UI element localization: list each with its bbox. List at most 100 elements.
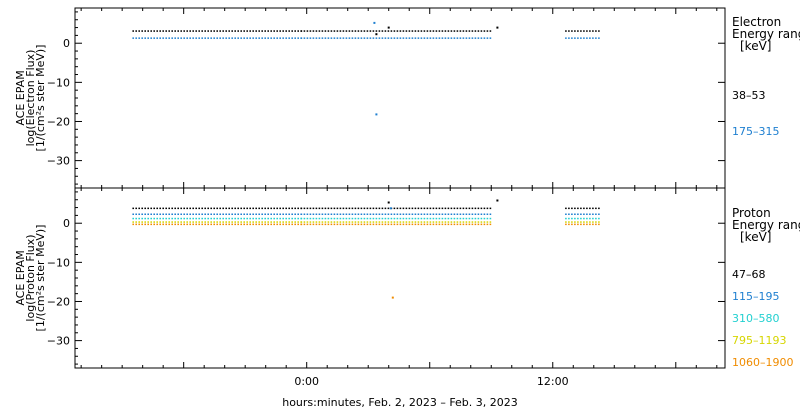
data-point <box>282 223 284 226</box>
data-point <box>273 223 275 226</box>
data-point <box>297 217 299 220</box>
data-point <box>294 217 296 220</box>
data-point <box>261 217 263 220</box>
data-point <box>156 213 158 215</box>
data-point <box>390 221 393 223</box>
data-point <box>438 30 441 32</box>
data-point <box>408 213 411 215</box>
data-point <box>240 37 242 39</box>
data-point <box>132 30 134 32</box>
series-175–315 <box>132 21 600 116</box>
data-point <box>300 221 303 223</box>
data-point <box>459 217 462 220</box>
electron-channel-175-315: 175–315 <box>732 125 780 138</box>
y-axis-label-line: [1/(cm²s ster MeV)] <box>34 225 47 332</box>
data-point <box>465 223 468 226</box>
data-point <box>429 207 432 210</box>
data-point <box>252 37 254 39</box>
data-point <box>429 213 432 215</box>
data-point <box>150 207 152 210</box>
data-point <box>453 37 456 39</box>
data-point <box>420 37 423 39</box>
data-point <box>387 217 390 220</box>
data-point <box>153 217 155 220</box>
data-point <box>195 213 197 215</box>
data-point <box>261 30 263 32</box>
data-point <box>372 221 375 223</box>
data-point <box>252 221 254 223</box>
proton-legend-subtitle: Energy range <box>732 218 800 232</box>
data-point <box>474 207 477 210</box>
data-point <box>366 213 369 215</box>
data-point <box>348 37 351 39</box>
data-point <box>264 207 266 210</box>
data-point <box>330 37 333 39</box>
data-point <box>198 37 200 39</box>
data-point <box>595 213 597 215</box>
data-point <box>393 30 396 32</box>
data-point <box>357 30 360 32</box>
data-point <box>273 30 275 32</box>
data-point <box>586 223 588 226</box>
data-point <box>153 37 155 39</box>
data-point <box>207 30 209 32</box>
data-point <box>357 37 360 39</box>
data-point <box>327 223 330 226</box>
y-axis-label-line: log(Electron Flux) <box>24 50 37 147</box>
data-point <box>333 223 336 226</box>
data-point <box>330 223 333 226</box>
data-point <box>294 213 296 215</box>
data-point <box>192 223 194 226</box>
data-point <box>411 223 414 226</box>
data-point <box>216 30 218 32</box>
data-point <box>414 223 417 226</box>
data-point <box>598 30 600 32</box>
data-point <box>399 217 402 220</box>
data-point <box>252 30 254 32</box>
data-point <box>387 37 390 39</box>
data-point <box>246 37 248 39</box>
data-point <box>150 30 152 32</box>
data-point <box>312 223 315 226</box>
y-tick-label: −20 <box>47 295 70 308</box>
data-point <box>369 221 372 223</box>
data-point <box>177 30 179 32</box>
data-point <box>435 217 438 220</box>
data-point <box>297 30 299 32</box>
data-point <box>183 217 185 220</box>
data-point <box>231 223 233 226</box>
data-point <box>372 207 375 210</box>
data-point <box>249 221 251 223</box>
series-115–195 <box>132 207 600 215</box>
data-point <box>432 37 435 39</box>
data-point <box>222 217 224 220</box>
data-point <box>207 221 209 223</box>
data-point <box>571 221 573 223</box>
data-point <box>312 217 315 220</box>
data-point <box>574 217 576 220</box>
data-point <box>165 207 167 210</box>
data-point <box>192 207 194 210</box>
data-point <box>150 221 152 223</box>
data-point <box>237 37 239 39</box>
data-point <box>261 207 263 210</box>
data-point <box>267 30 269 32</box>
data-point <box>303 207 306 210</box>
data-point <box>180 37 182 39</box>
data-point <box>156 221 158 223</box>
data-point <box>565 207 567 210</box>
data-point <box>267 223 269 226</box>
data-point <box>276 223 278 226</box>
data-point <box>231 217 233 220</box>
data-point <box>306 30 309 32</box>
data-point <box>159 223 161 226</box>
data-point <box>568 207 570 210</box>
data-point <box>583 207 585 210</box>
data-point <box>234 223 236 226</box>
data-point <box>279 217 281 220</box>
data-point <box>240 30 242 32</box>
data-point <box>393 221 396 223</box>
data-point <box>153 30 155 32</box>
data-point <box>279 223 281 226</box>
data-point <box>381 30 384 32</box>
